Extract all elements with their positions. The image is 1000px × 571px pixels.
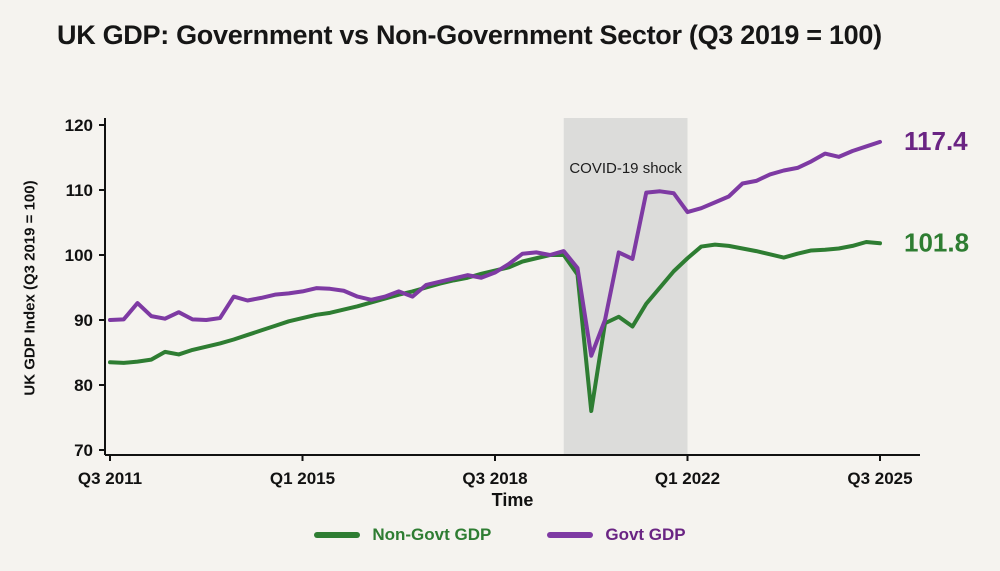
legend-label-govt-gdp: Govt GDP: [605, 525, 686, 544]
x-tick-label: Q3 2018: [462, 469, 527, 488]
y-tick-label: 90: [74, 311, 93, 330]
x-tick-label: Q3 2011: [78, 469, 142, 488]
y-tick-label: 110: [66, 181, 93, 200]
end-value-label-govt-gdp: 117.4: [904, 126, 968, 156]
end-value-label-non-govt-gdp: 101.8: [904, 227, 969, 257]
x-tick-label: Q1 2015: [270, 469, 335, 488]
chart-title: UK GDP: Government vs Non-Government Sec…: [57, 20, 882, 50]
y-tick-label: 70: [74, 441, 93, 460]
covid-annotation-label: COVID-19 shock: [569, 160, 682, 177]
y-tick-label: 100: [65, 246, 93, 265]
y-tick-label: 120: [65, 116, 93, 135]
legend-label-non-govt-gdp: Non-Govt GDP: [372, 525, 492, 544]
series-line-non-govt-gdp: [108, 240, 882, 413]
x-axis-title: Time: [491, 490, 534, 510]
x-tick-label: Q3 2025: [847, 469, 912, 488]
legend-item-non-govt-gdp: Non-Govt GDP: [314, 525, 491, 545]
legend: Non-Govt GDP Govt GDP: [0, 525, 1000, 545]
covid-band: [563, 118, 688, 455]
y-tick-label: 80: [74, 376, 93, 395]
x-tick-label: Q1 2022: [655, 469, 720, 488]
series-line-govt-gdp: [108, 139, 882, 358]
legend-item-govt-gdp: Govt GDP: [547, 525, 686, 545]
legend-swatch-non-govt-gdp: [314, 532, 361, 538]
legend-swatch-govt-gdp: [547, 532, 594, 538]
